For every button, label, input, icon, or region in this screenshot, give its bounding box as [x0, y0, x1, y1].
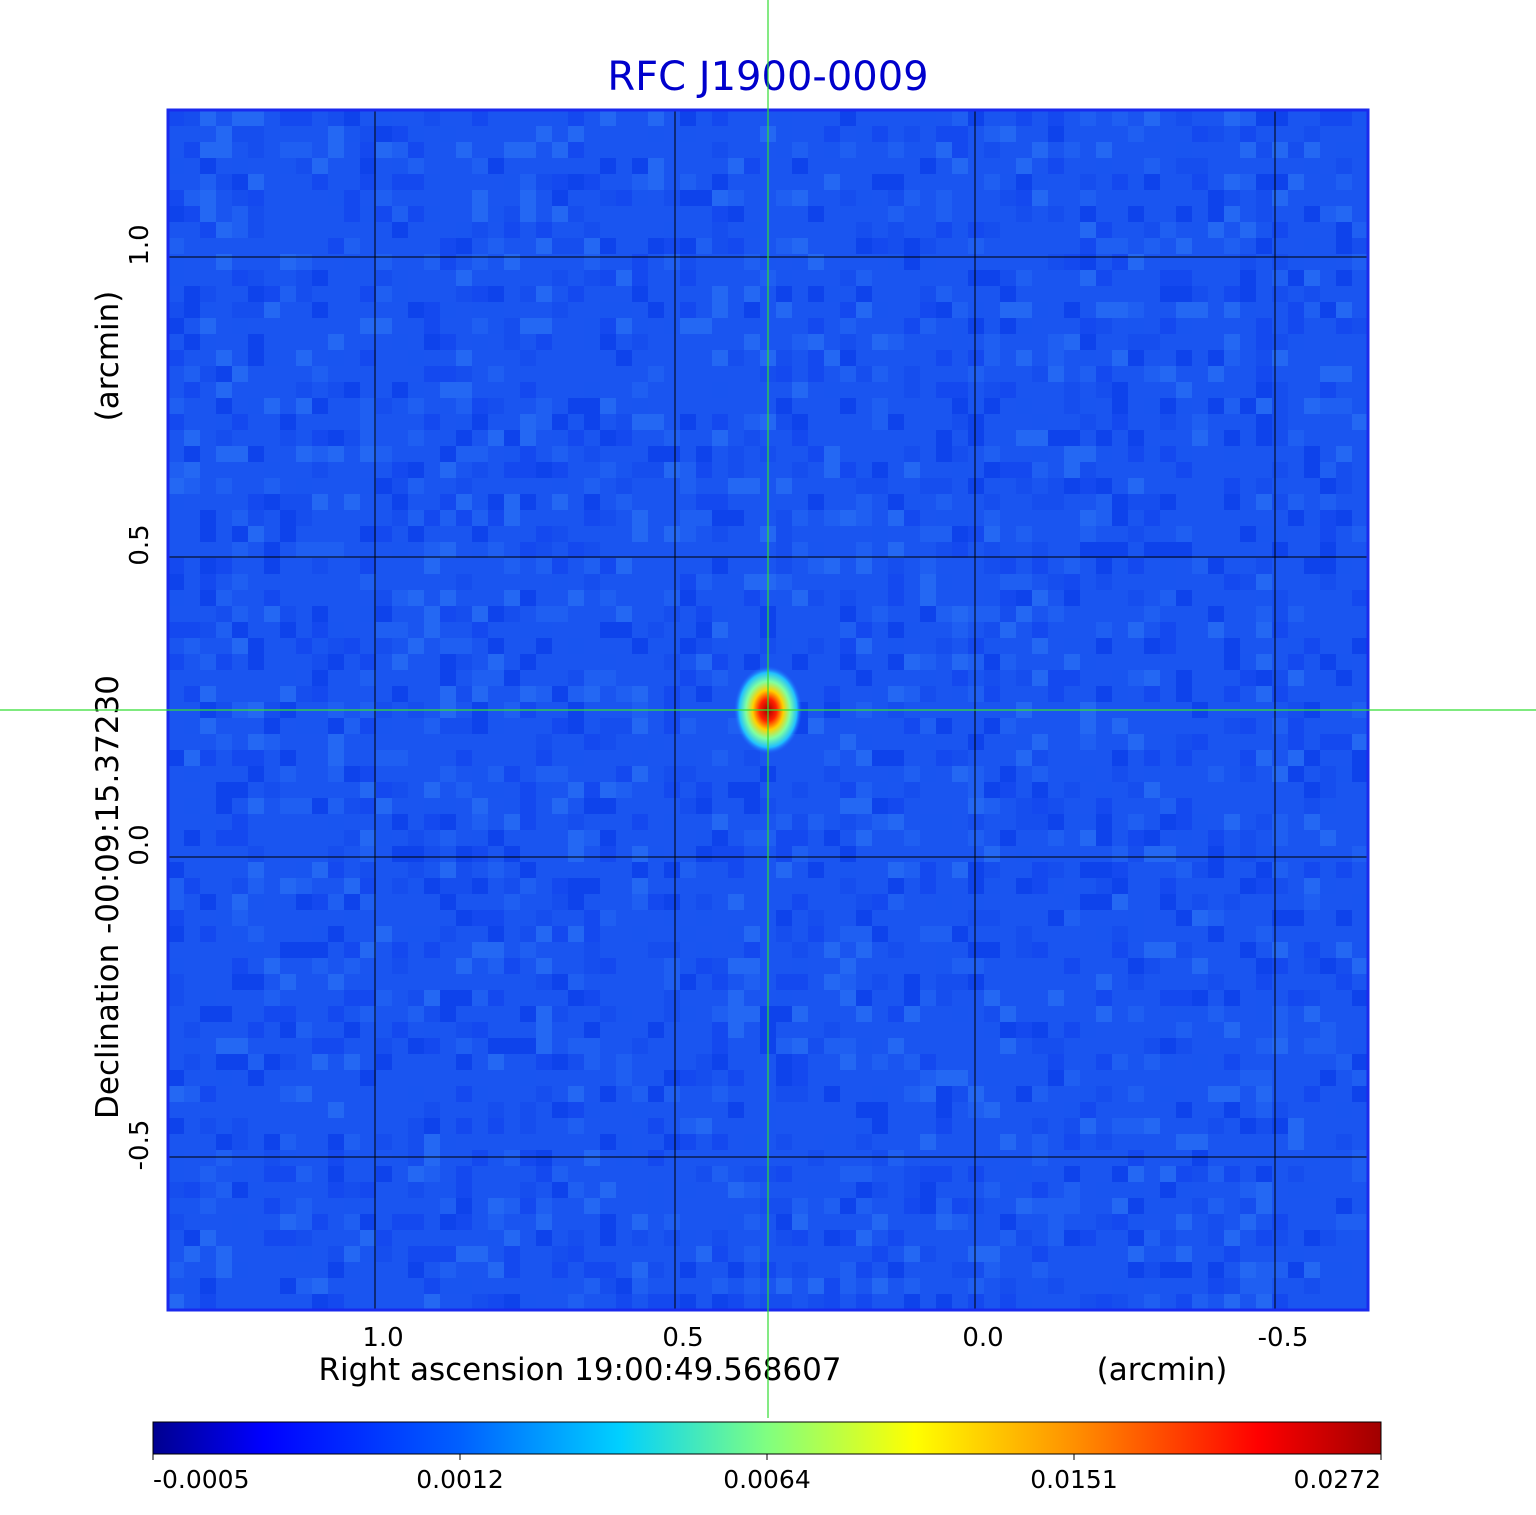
background-noise [168, 110, 1368, 1310]
y-axis-unit: (arcmin) [90, 291, 126, 422]
colorbar-tick-label: 0.0012 [416, 1465, 503, 1494]
crosshair [0, 0, 1536, 1418]
y-tick-label: 1.0 [125, 224, 155, 265]
x-tick-label: 1.0 [362, 1323, 403, 1353]
y-axis-label: Declination -00:09:15.37230 [90, 675, 126, 1119]
x-tick-labels: 1.0 0.5 0.0 -0.5 [362, 1323, 1308, 1353]
colorbar-tick-labels: -0.0005 0.0012 0.0064 0.0151 0.0272 [152, 1454, 1382, 1494]
x-tick-label: 0.5 [662, 1323, 703, 1353]
x-axis-label: Right ascension 19:00:49.568607 [318, 1352, 841, 1388]
x-tick-label: 0.0 [962, 1323, 1003, 1353]
y-tick-labels: 1.0 0.5 0.0 -0.5 [125, 224, 155, 1170]
x-axis-unit: (arcmin) [1097, 1352, 1228, 1388]
colorbar-tick-label: 0.0272 [1294, 1465, 1381, 1494]
y-tick-label: -0.5 [125, 1120, 155, 1171]
colorbar-tick-label: -0.0005 [153, 1465, 250, 1494]
y-tick-label: 0.0 [125, 824, 155, 865]
colorbar [152, 1421, 1382, 1455]
colorbar-tick-label: 0.0064 [723, 1465, 810, 1494]
colorbar-tick-label: 0.0151 [1030, 1465, 1117, 1494]
y-tick-label: 0.5 [125, 524, 155, 565]
x-tick-label: -0.5 [1258, 1323, 1309, 1353]
